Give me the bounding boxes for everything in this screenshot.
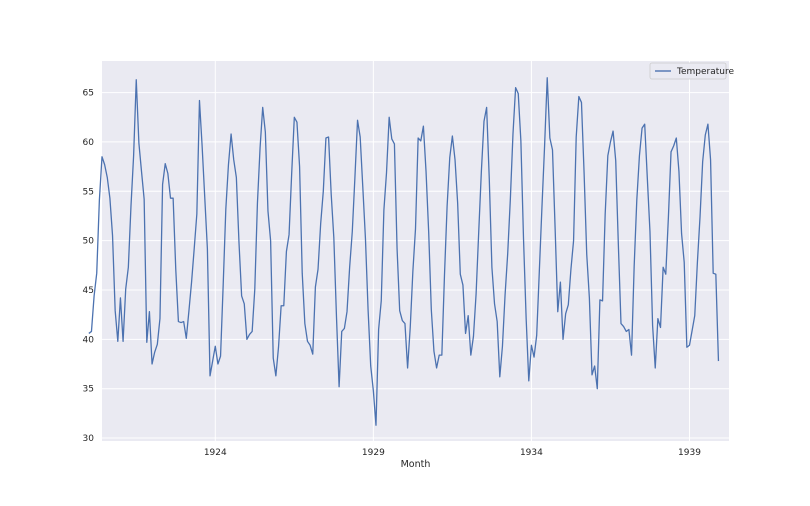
legend: Temperature: [649, 62, 734, 80]
legend-box: [649, 62, 727, 80]
grid-lines: [102, 61, 729, 441]
y-tick-label: 35: [83, 385, 94, 395]
plot-area: [102, 61, 729, 441]
series-layer: [88, 77, 720, 426]
series-line-temperature: [88, 77, 720, 426]
x-tick-label: 1929: [362, 448, 385, 458]
x-tick-label: 1934: [520, 448, 543, 458]
y-tick-label: 65: [83, 89, 94, 99]
y-tick-label: 30: [83, 434, 95, 444]
x-axis-label: Month: [401, 459, 431, 470]
y-tick-label: 40: [83, 335, 95, 345]
x-tick-label: 1924: [204, 448, 227, 458]
legend-label-temperature: Temperature: [676, 67, 734, 77]
y-tick-label: 55: [83, 187, 94, 197]
x-axis-ticks: 1924 1929 1934 1939: [204, 448, 701, 458]
y-axis-ticks: 30 35 40 45 50 55 60 65: [83, 89, 95, 444]
y-tick-label: 45: [83, 286, 94, 296]
x-tick-label: 1939: [678, 448, 701, 458]
y-tick-label: 50: [83, 237, 95, 247]
y-tick-label: 60: [83, 138, 95, 148]
